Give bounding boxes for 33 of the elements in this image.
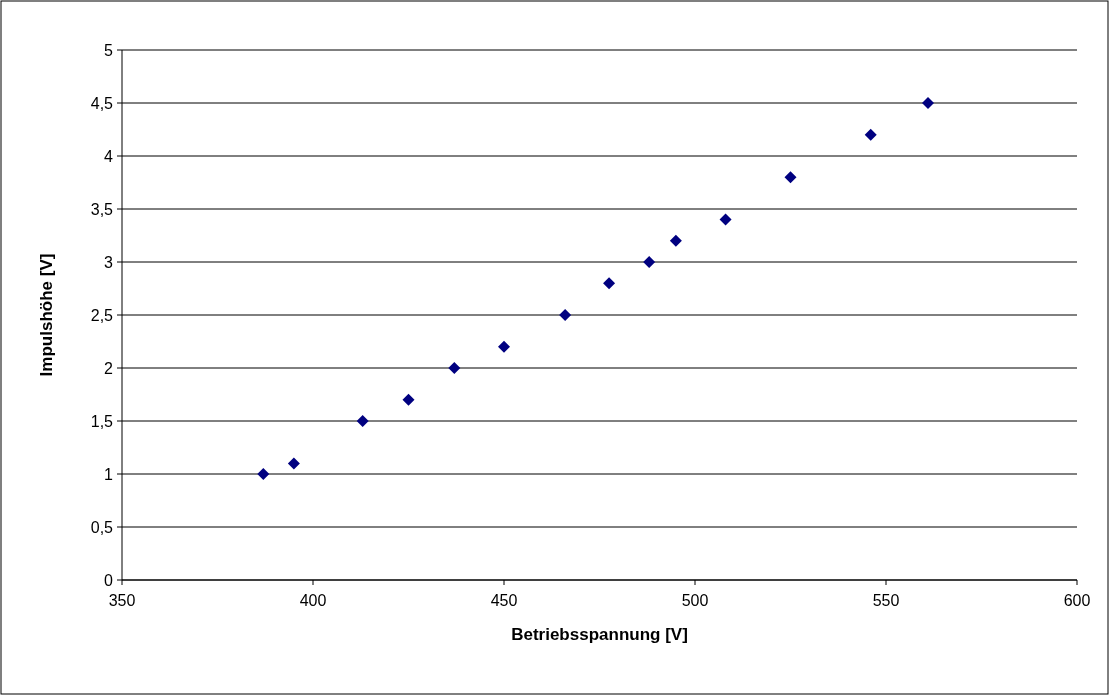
point [448,362,461,374]
y-tick-label: 3,5 [90,200,114,218]
point [498,340,510,353]
x-tick-label: 500 [681,592,709,609]
y-tick-label: 1 [104,465,114,483]
point [356,415,369,427]
y-tick-label: 2 [104,359,114,377]
x-axis-title: Betriebsspannung [V] [511,625,688,644]
point [784,171,797,184]
x-tick-label: 450 [490,592,518,609]
point [922,97,935,109]
point [864,128,877,141]
point [257,468,270,480]
point [669,234,682,247]
x-tick-label: 400 [299,592,327,609]
y-axis-title: Impulshöhe [V] [37,253,56,377]
x-tick-label: 550 [872,592,900,609]
y-tick-label: 4,5 [90,94,114,112]
y-tick-label: 0,5 [90,518,114,536]
y-tick-label: 4 [104,147,114,165]
point [287,457,300,470]
point [719,213,732,226]
point [559,309,572,321]
x-tick-label: 350 [108,592,136,609]
y-tick-label: 5 [104,41,114,59]
point [643,256,656,268]
y-tick-label: 0 [104,571,114,589]
y-tick-label: 3 [104,253,114,271]
point [603,277,616,290]
x-tick-label: 600 [1063,592,1091,609]
point [402,393,415,406]
y-tick-label: 1,5 [90,412,114,430]
y-tick-label: 2,5 [90,306,114,324]
